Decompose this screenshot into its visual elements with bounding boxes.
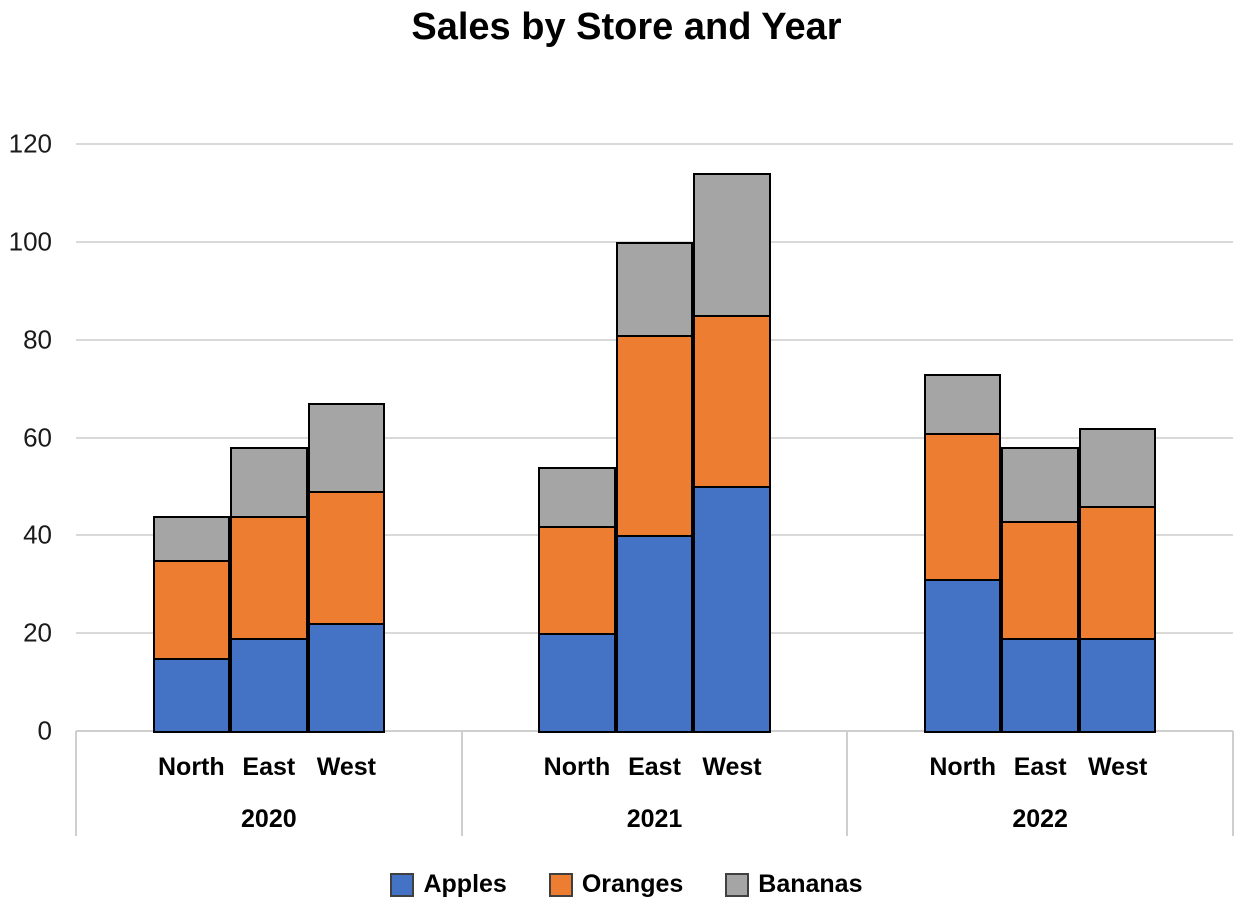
y-tick-label-80: 80 <box>23 324 52 355</box>
bar-segment-2020-north-apples[interactable] <box>152 657 231 733</box>
x-label-2020-north: North <box>158 753 225 781</box>
legend-item-oranges[interactable]: Oranges <box>548 870 684 899</box>
x-label-2022-north: North <box>929 753 996 781</box>
legend-item-apples[interactable]: Apples <box>390 870 507 899</box>
bar-segment-2022-west-oranges[interactable] <box>1078 505 1157 641</box>
axis-group-divider-1 <box>460 731 463 836</box>
chart-title: Sales by Store and Year <box>411 6 842 48</box>
y-tick-label-20: 20 <box>23 617 52 648</box>
bar-segment-2020-west-bananas[interactable] <box>307 403 386 494</box>
bar-segment-2021-east-apples[interactable] <box>615 535 694 733</box>
bar-segment-2022-north-bananas[interactable] <box>923 373 1002 435</box>
bar-segment-2022-east-apples[interactable] <box>1001 638 1079 733</box>
legend-swatch-oranges-icon <box>548 872 573 897</box>
y-tick-label-60: 60 <box>23 422 52 452</box>
x-label-2022-west: West <box>1088 753 1148 781</box>
x-group-label-2021: 2021 <box>626 805 683 833</box>
y-tick-label-0: 0 <box>37 715 52 746</box>
bar-segment-2020-west-oranges[interactable] <box>307 491 386 626</box>
bar-segment-2021-east-oranges[interactable] <box>615 334 694 538</box>
bar-segment-2022-east-bananas[interactable] <box>1001 447 1079 523</box>
legend-swatch-apples-icon <box>390 872 415 897</box>
legend-label-apples: Apples <box>423 870 507 898</box>
bar-segment-2022-north-apples[interactable] <box>923 579 1002 733</box>
bar-segment-2021-west-bananas[interactable] <box>693 173 771 318</box>
x-group-label-2020: 2020 <box>241 805 297 833</box>
axis-group-divider-2 <box>846 731 849 836</box>
bar-segment-2020-west-apples[interactable] <box>307 623 386 733</box>
legend-label-bananas: Bananas <box>758 870 863 898</box>
gridline-120 <box>76 143 1233 145</box>
axis-group-divider-0 <box>75 731 77 836</box>
legend: Apples Oranges Bananas <box>0 870 1253 899</box>
bar-segment-2021-north-oranges[interactable] <box>538 525 616 636</box>
x-label-2022-east: East <box>1013 753 1067 781</box>
y-tick-label-40: 40 <box>23 519 52 550</box>
bar-segment-2021-east-bananas[interactable] <box>615 241 694 337</box>
bar-segment-2020-east-oranges[interactable] <box>230 515 308 641</box>
x-label-2020-west: West <box>316 753 376 781</box>
y-tick-label-100: 100 <box>8 226 52 257</box>
axis-group-divider-3 <box>1232 731 1234 836</box>
legend-label-oranges: Oranges <box>581 870 684 898</box>
bar-segment-2021-north-apples[interactable] <box>538 633 616 733</box>
bar-segment-2020-east-apples[interactable] <box>230 638 308 733</box>
bar-segment-2022-north-oranges[interactable] <box>923 432 1002 582</box>
bar-segment-2020-east-bananas[interactable] <box>230 447 308 518</box>
bar-segment-2020-north-bananas[interactable] <box>152 515 231 562</box>
bar-segment-2022-east-oranges[interactable] <box>1001 520 1079 641</box>
x-group-label-2022: 2022 <box>1012 805 1068 833</box>
legend-item-bananas[interactable]: Bananas <box>725 870 863 899</box>
y-tick-label-120: 120 <box>8 128 52 159</box>
bar-segment-2021-west-oranges[interactable] <box>693 315 771 489</box>
x-label-2021-north: North <box>543 753 611 781</box>
bar-segment-2022-west-bananas[interactable] <box>1078 427 1157 508</box>
x-label-2020-east: East <box>242 753 296 781</box>
bar-segment-2021-north-bananas[interactable] <box>538 466 616 528</box>
bar-segment-2021-west-apples[interactable] <box>693 486 771 733</box>
legend-swatch-bananas-icon <box>725 872 750 897</box>
bar-segment-2020-north-oranges[interactable] <box>152 559 231 660</box>
bar-segment-2022-west-apples[interactable] <box>1078 638 1157 733</box>
x-label-2021-west: West <box>702 753 762 781</box>
x-label-2021-east: East <box>628 753 681 781</box>
